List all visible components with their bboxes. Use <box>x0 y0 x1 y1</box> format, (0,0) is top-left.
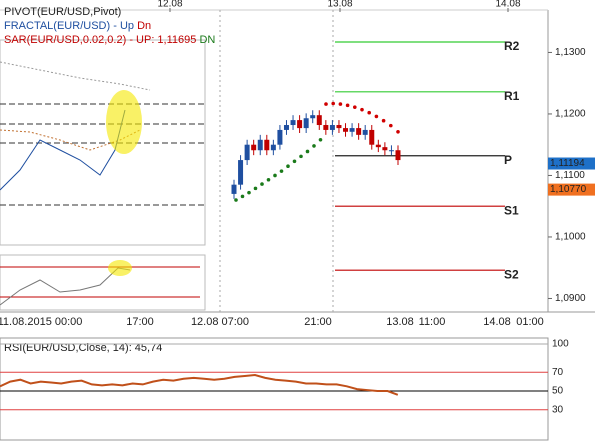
candle-body <box>277 129 283 145</box>
sar-dot <box>318 137 323 142</box>
sar-dot <box>305 149 310 154</box>
candle-body <box>336 125 342 129</box>
sar-dot <box>338 102 343 106</box>
price-badge <box>548 157 595 170</box>
candle-body <box>283 125 289 130</box>
sar-dot <box>345 103 350 108</box>
sar-dot <box>324 102 328 106</box>
pivot-label: R2 <box>504 39 520 53</box>
candle-body <box>303 118 309 129</box>
legend-fractal-name: FRACTAL(EUR/USD) <box>4 20 110 32</box>
legend-pivot: PIVOT(EUR/USD,Pivot) <box>4 6 121 18</box>
candle-body <box>395 150 401 161</box>
time-label: 17:00 <box>126 316 154 328</box>
price-tick-label: 1,1200 <box>555 109 586 120</box>
time-label: 01:00 <box>516 316 544 328</box>
rsi-tick-label: 30 <box>552 404 564 415</box>
candle-body <box>382 147 388 151</box>
price-badge-label: 1,10770 <box>550 184 587 195</box>
rsi-tick-label: 50 <box>552 386 564 397</box>
legend-sar: SAR(EUR/USD,0.02,0.2) - UP: 1,11695 DN <box>4 34 215 46</box>
sar-dot <box>253 186 258 191</box>
rsi-line <box>0 374 399 396</box>
pivot-label: S2 <box>504 267 519 281</box>
time-label: 21:00 <box>304 316 332 328</box>
legend-fractal: FRACTAL(EUR/USD) - Up Dn <box>4 20 151 32</box>
sar-dot <box>367 110 372 115</box>
legend-sar-dn: DN <box>199 34 215 46</box>
candle-body <box>323 125 329 130</box>
sar-dot <box>240 194 245 199</box>
time-label: 11:00 <box>419 316 446 328</box>
time-label: 11.08.2015 00:00 <box>0 316 82 328</box>
sar-dot <box>299 154 303 159</box>
price-badge <box>548 183 595 196</box>
sar-dot <box>396 129 400 134</box>
price-tick-label: 1,0900 <box>555 293 586 304</box>
candle-body <box>375 144 381 148</box>
price-tick-label: 1,1000 <box>555 232 586 243</box>
sar-dot <box>374 114 379 119</box>
pivot-label: R1 <box>504 89 520 103</box>
legend-up: Up <box>120 20 134 32</box>
candle-body <box>231 184 237 194</box>
pivot-label: P <box>504 153 512 167</box>
sar-dot <box>360 107 364 112</box>
candle-body <box>251 144 257 151</box>
sar-dot <box>389 123 393 128</box>
candle-body <box>290 120 296 126</box>
time-label: 13.08 <box>386 316 414 328</box>
sar-dot <box>247 190 251 195</box>
candle-body <box>297 120 303 129</box>
sar-dot <box>260 182 264 186</box>
date-label: 13.08 <box>327 0 352 10</box>
sar-dot <box>292 159 297 164</box>
candle-body <box>244 144 250 161</box>
sar-dot <box>312 144 316 148</box>
candle-body <box>257 139 263 151</box>
candle-body <box>329 125 335 130</box>
candle-body <box>316 115 322 126</box>
rsi-tick-label: 100 <box>552 339 569 350</box>
legend-sep: - <box>113 20 117 32</box>
candle-body <box>369 129 375 145</box>
sar-dot <box>353 105 357 109</box>
candle-body <box>356 128 362 135</box>
candle-body <box>349 128 355 132</box>
legend-sar-name: SAR(EUR/USD,0.02,0.2) - UP: 1,11695 <box>4 34 196 46</box>
sar-dot <box>286 164 290 169</box>
candle-body <box>270 144 276 151</box>
date-label: 12.08 <box>157 0 182 10</box>
candle-body <box>264 139 270 151</box>
date-label: 14.08 <box>495 0 520 10</box>
sar-dot <box>273 173 277 178</box>
price-tick-label: 1,1300 <box>555 47 586 58</box>
candle-body <box>388 150 394 152</box>
time-label: 12.08 07:00 <box>191 316 249 328</box>
rsi-panel <box>0 337 549 441</box>
price-tick-label: 1,1100 <box>555 170 585 181</box>
sar-dot <box>234 198 238 202</box>
price-badge-label: 1,11194 <box>550 158 585 169</box>
sar-dot <box>266 177 271 182</box>
rsi-tick-label: 70 <box>552 367 564 378</box>
pivot-label: S1 <box>504 203 519 217</box>
sar-dot <box>331 101 336 106</box>
candle-body <box>238 160 244 185</box>
rsi-title: RSI(EUR/USD,Close, 14): 45,74 <box>4 342 162 354</box>
candle-body <box>362 129 368 135</box>
sar-dot <box>381 118 386 123</box>
candle-body <box>310 115 316 119</box>
legend-dn: Dn <box>137 20 151 32</box>
time-label: 14.08 <box>483 316 511 328</box>
inset-image <box>0 39 206 311</box>
sar-dot <box>279 169 284 173</box>
candle-body <box>343 128 349 132</box>
